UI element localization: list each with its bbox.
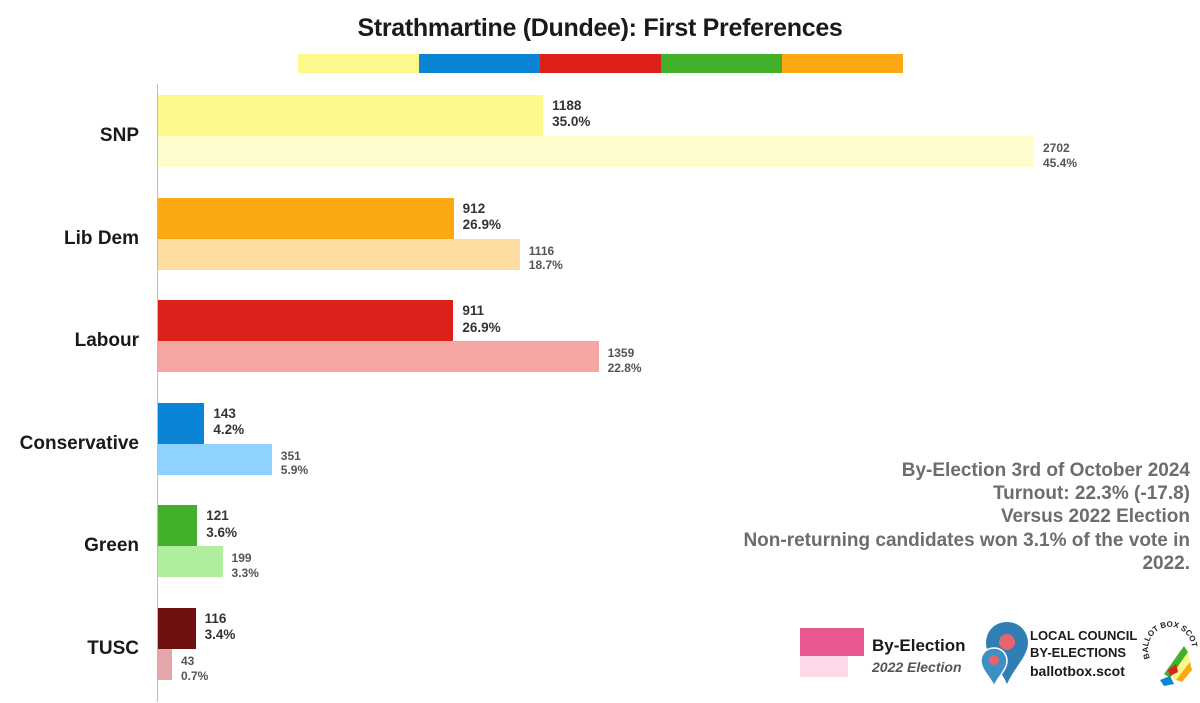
vote-share: 45.4%: [1043, 155, 1078, 170]
color-strip-segment: [419, 54, 540, 73]
vote-count: 121: [206, 508, 229, 524]
info-date: By-Election 3rd of October 2024: [901, 460, 1190, 481]
vote-share: 3.4%: [204, 627, 236, 643]
vote-share: 26.9%: [462, 319, 501, 335]
vote-share: 26.9%: [462, 217, 501, 233]
by-election-value-label: 116 3.4%: [205, 611, 236, 644]
previous-election-value-label: 199 3.3%: [232, 551, 259, 580]
vote-count: 116: [204, 611, 227, 626]
category-label: Labour: [74, 330, 139, 352]
chart-title: Strathmartine (Dundee): First Preference…: [357, 14, 843, 42]
color-strip-segment: [782, 54, 903, 73]
map-pin-logo-icon: [980, 622, 1028, 686]
by-election-bar: [158, 197, 454, 239]
info-comparison: Versus 2022 Election: [1000, 506, 1190, 528]
by-election-value-label: 911 26.9%: [462, 303, 500, 336]
previous-election-bar: [158, 238, 520, 270]
previous-election-bar: [158, 443, 272, 475]
color-strip-segment: [540, 54, 661, 73]
vote-count: 199: [231, 551, 252, 566]
legend-by-election-label: By-Election: [872, 636, 966, 655]
vote-count: 143: [213, 405, 236, 421]
vote-count: 351: [280, 448, 301, 463]
election-info: By-Election 3rd of October 2024 Turnout:…: [743, 459, 1190, 575]
vote-share: 3.3%: [231, 566, 259, 581]
by-election-value-label: 121 3.6%: [206, 508, 237, 541]
previous-election-bar: [158, 649, 172, 680]
vote-share: 5.9%: [280, 463, 309, 478]
info-turnout: Turnout: 22.3% (-17.8): [992, 483, 1190, 505]
info-note: Non-returning candidates won 3.1% of the…: [743, 529, 1190, 551]
by-election-bar: [158, 505, 198, 547]
brand-line-2: BY-ELECTIONS: [1030, 644, 1127, 660]
info-note-end: 2022.: [1142, 552, 1190, 574]
legend-previous-election-label: 2022 Election: [872, 659, 962, 675]
category-axis-line: [157, 84, 158, 702]
brand-logo-text: LOCAL COUNCIL BY-ELECTIONS ballotbox.sco…: [1030, 628, 1137, 680]
brand-url: ballotbox.scot: [1030, 662, 1125, 679]
vote-share: 35.0%: [552, 114, 591, 130]
previous-election-bar: [158, 136, 1034, 167]
previous-election-bar: [158, 341, 599, 373]
previous-election-value-label: 1116 18.7%: [529, 244, 563, 273]
color-strip-segment: [661, 54, 782, 73]
previous-election-value-label: 43 0.7%: [181, 654, 208, 683]
vote-count: 2702: [1043, 141, 1070, 155]
previous-election-bar: [158, 546, 223, 578]
vote-count: 911: [462, 303, 485, 319]
vote-share: 0.7%: [180, 668, 209, 683]
brand-line-1: LOCAL COUNCIL: [1030, 628, 1138, 643]
by-election-bar: [158, 95, 544, 136]
by-election-bar: [158, 402, 205, 444]
vote-share: 22.8%: [607, 360, 642, 375]
category-label: Conservative: [19, 432, 139, 454]
category-label: SNP: [99, 125, 139, 146]
legend-by-election-swatch: [800, 628, 864, 656]
vote-share: 4.2%: [213, 422, 245, 438]
category-label: TUSC: [87, 638, 139, 659]
vote-count: 1116: [528, 243, 555, 258]
previous-election-value-label: 351 5.9%: [281, 449, 308, 478]
category-label: Green: [84, 535, 139, 557]
previous-election-value-label: 2702 45.4%: [1043, 141, 1077, 170]
by-election-value-label: 143 4.2%: [213, 406, 244, 439]
vote-share: 3.6%: [206, 524, 237, 540]
vote-count: 43: [180, 654, 195, 668]
seal-text: BALLOT BOX SCOTLAND: [1140, 618, 1198, 660]
previous-election-value-label: 1359 22.8%: [608, 346, 642, 375]
category-label: Lib Dem: [64, 227, 139, 249]
vote-count: 1188: [552, 98, 582, 113]
by-election-value-label: 1188 35.0%: [552, 98, 590, 131]
vote-share: 18.7%: [528, 258, 563, 273]
by-election-value-label: 912 26.9%: [463, 201, 501, 234]
svg-text:BALLOT BOX SCOTLAND: BALLOT BOX SCOTLAND: [1140, 618, 1198, 660]
vote-count: 912: [462, 200, 486, 216]
color-strip-segment: [298, 54, 419, 73]
party-color-strip: [298, 54, 903, 73]
ballot-box-scotland-seal-icon: BALLOT BOX SCOTLAND: [1140, 618, 1198, 686]
vote-count: 1359: [607, 346, 635, 361]
legend-previous-election-swatch: [800, 656, 848, 677]
by-election-bar: [158, 608, 196, 649]
by-election-bar: [158, 300, 454, 342]
